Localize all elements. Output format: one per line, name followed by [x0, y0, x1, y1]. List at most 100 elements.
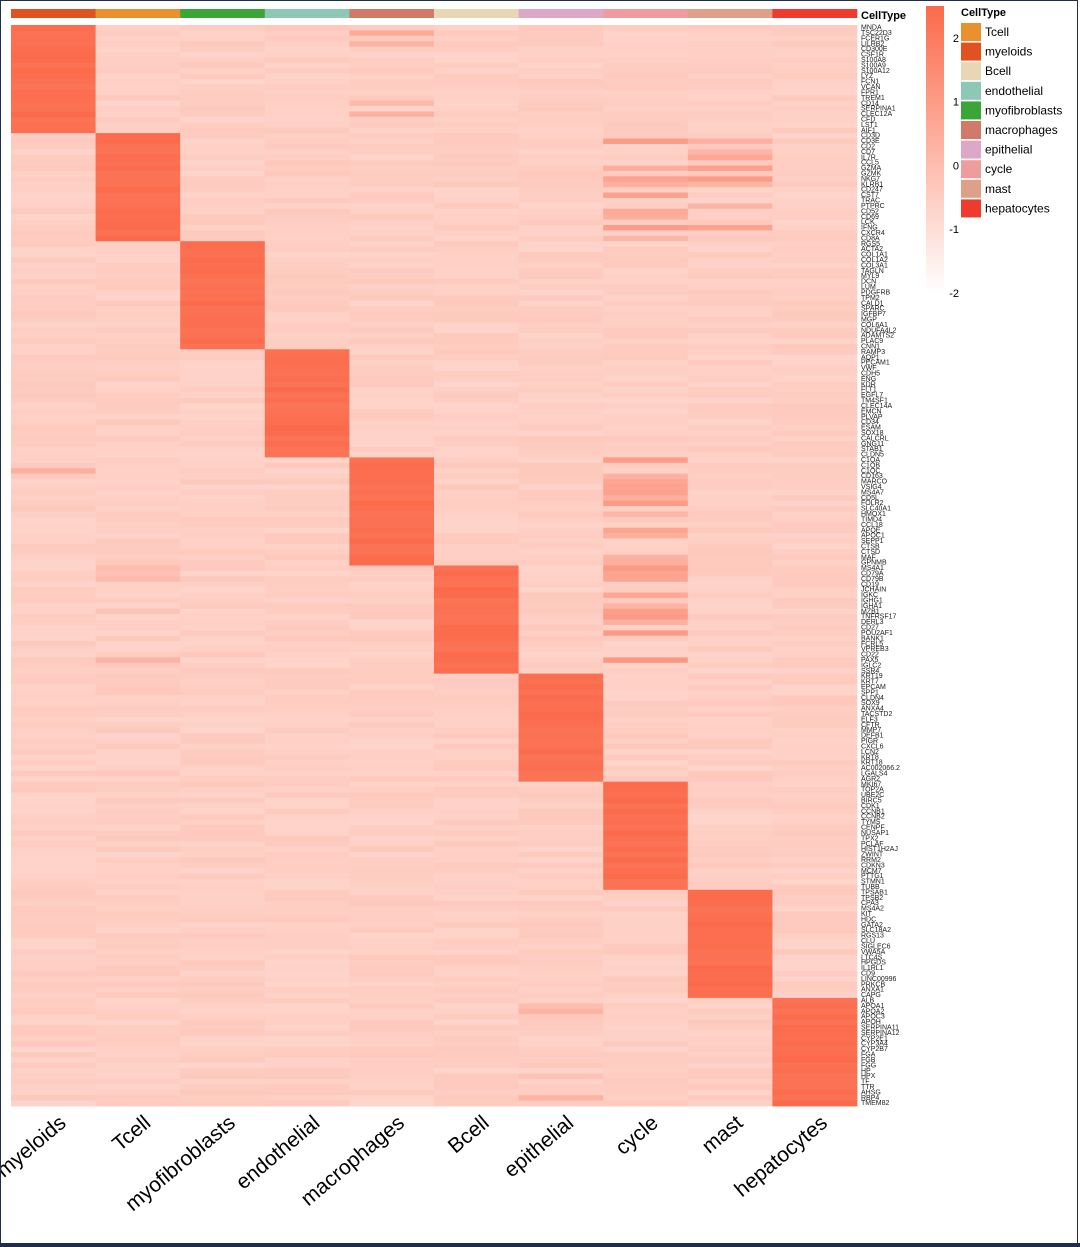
heatmap-cell: [95, 397, 181, 404]
heatmap-cell: [11, 419, 96, 426]
heatmap-cell: [264, 360, 350, 366]
heatmap-cell: [11, 116, 96, 123]
heatmap-cell: [95, 646, 181, 653]
heatmap-cell: [95, 565, 181, 572]
heatmap-cell: [349, 306, 435, 312]
heatmap-cell: [434, 187, 519, 193]
heatmap-cell: [434, 635, 519, 642]
heatmap-cell: [603, 868, 689, 874]
heatmap-cell: [772, 679, 858, 685]
heatmap-cell: [603, 424, 689, 431]
legend-swatch-Bcell: [961, 62, 981, 81]
heatmap-cell: [180, 770, 266, 777]
row-label: CCL5: [861, 160, 879, 167]
heatmap-cell: [603, 949, 689, 956]
heatmap-cell: [11, 560, 96, 566]
heatmap-cell: [180, 835, 266, 842]
heatmap-cell: [603, 933, 689, 939]
heatmap-cell: [264, 160, 350, 166]
heatmap-cell: [349, 468, 435, 475]
heatmap-cell: [772, 727, 858, 734]
row-label: FGG: [861, 1062, 876, 1069]
heatmap-cell: [772, 987, 858, 993]
heatmap-cell: [264, 446, 350, 453]
heatmap-cell: [11, 803, 96, 810]
heatmap-cell: [180, 711, 266, 718]
heatmap-cell: [687, 716, 773, 723]
heatmap-cell: [434, 203, 519, 210]
heatmap-cell: [687, 451, 773, 458]
heatmap-cell: [264, 451, 350, 458]
heatmap-cell: [772, 273, 858, 280]
heatmap-cell: [518, 176, 604, 183]
heatmap-cell: [264, 1008, 350, 1015]
heatmap-cell: [180, 484, 266, 491]
heatmap-cell: [687, 527, 773, 534]
heatmap-cell: [180, 1062, 266, 1069]
heatmap-cell: [11, 316, 96, 323]
heatmap-cell: [95, 1030, 181, 1037]
heatmap-cell: [603, 662, 689, 669]
heatmap-cell: [434, 868, 519, 874]
heatmap-cell: [264, 397, 350, 404]
heatmap-cell: [95, 765, 181, 772]
heatmap-cell: [687, 224, 773, 231]
heatmap-cell: [772, 435, 858, 442]
heatmap-cell: [603, 987, 689, 993]
heatmap-cell: [687, 495, 773, 502]
heatmap-cell: [349, 457, 435, 464]
heatmap-cell: [95, 338, 181, 345]
heatmap-cell: [772, 651, 858, 658]
heatmap-cell: [180, 608, 266, 615]
row-label: CD34: [861, 419, 879, 426]
heatmap-cell: [349, 787, 435, 793]
heatmap-cell: [349, 219, 435, 226]
heatmap-cell: [772, 279, 858, 285]
heatmap-cell: [11, 79, 96, 85]
heatmap-cell: [11, 122, 96, 129]
heatmap-cell: [264, 354, 350, 361]
annotation-title: CellType: [861, 10, 906, 22]
heatmap-cell: [180, 316, 266, 323]
heatmap-cell: [687, 479, 773, 485]
heatmap-cell: [434, 1095, 519, 1101]
heatmap-cell: [11, 749, 96, 756]
heatmap-cell: [434, 992, 519, 999]
heatmap-cell: [434, 451, 519, 458]
heatmap-cell: [772, 916, 858, 923]
heatmap-cell: [603, 181, 689, 188]
row-label: CD27: [861, 625, 879, 632]
heatmap-cell: [95, 160, 181, 166]
heatmap-cell: [687, 743, 773, 750]
heatmap-cell: [772, 316, 858, 323]
heatmap-cell: [95, 311, 181, 318]
heatmap-cell: [687, 1051, 773, 1058]
colorbar-tick-label: 2: [953, 33, 959, 45]
heatmap-cell: [11, 219, 96, 226]
heatmap-cell: [264, 527, 350, 534]
heatmap-cell: [180, 781, 266, 788]
heatmap-cell: [518, 414, 604, 420]
heatmap-cell: [180, 419, 266, 426]
heatmap-cell: [603, 500, 689, 507]
heatmap-cell: [11, 511, 96, 518]
heatmap-cell: [434, 1008, 519, 1015]
heatmap-cell: [95, 95, 181, 102]
heatmap-cell: [772, 614, 858, 620]
heatmap-cell: [349, 700, 435, 707]
heatmap-cell: [264, 473, 350, 480]
heatmap-cell: [349, 895, 435, 901]
row-label: MZB1: [861, 608, 880, 615]
row-label: TRAC: [861, 198, 880, 205]
heatmap-cell: [180, 922, 266, 929]
heatmap-cell: [180, 122, 266, 129]
heatmap-cell: [11, 960, 96, 966]
heatmap-cell: [687, 160, 773, 166]
heatmap-cell: [603, 306, 689, 312]
heatmap-cell: [434, 533, 519, 539]
legend: CellTypeTcellmyeloidsBcellendothelialmyo…: [961, 7, 1062, 218]
heatmap-cell: [349, 160, 435, 166]
heatmap-cell: [518, 511, 604, 518]
row-label: IGHA1: [861, 603, 882, 610]
heatmap-cell: [95, 354, 181, 361]
